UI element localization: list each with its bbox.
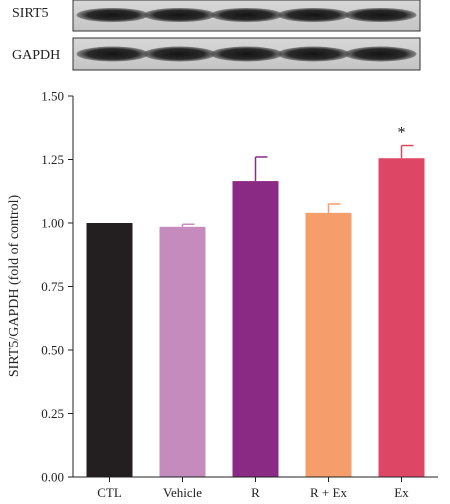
y-tick-label: 1.25 [41, 152, 64, 167]
y-tick-label: 0.75 [41, 279, 64, 294]
annotations: * [398, 125, 406, 142]
blot-band [210, 46, 283, 62]
error-bar [254, 156, 268, 182]
y-tick-label: 0.00 [41, 470, 64, 485]
bar [378, 158, 425, 478]
y-axis: 0.00 0.25 0.50 0.75 1.00 1.25 1.50 [41, 89, 74, 485]
blot-band [143, 46, 216, 62]
blot-band [344, 46, 417, 62]
y-axis-title: SIRT5/GAPDH (fold of control) [7, 195, 22, 378]
y-tick-label: 0.25 [41, 406, 64, 421]
x-tick-label: R [251, 485, 260, 500]
significance-marker: * [398, 125, 406, 142]
y-tick-label: 1.50 [41, 89, 64, 104]
error-bar [400, 144, 414, 159]
bar [232, 181, 279, 477]
error-bar [181, 223, 195, 227]
blot-band [76, 46, 149, 62]
blot-bands-gapdh [76, 46, 417, 62]
blot-band [210, 8, 283, 22]
error-bars [181, 144, 414, 227]
bar [86, 223, 133, 477]
blot-band [344, 8, 417, 22]
blot-band [277, 46, 350, 62]
bar [305, 212, 352, 477]
blot-label-sirt5: SIRT5 [12, 6, 49, 21]
x-tick-label: R + Ex [310, 485, 347, 500]
x-axis: CTL Vehicle R R + Ex Ex [73, 476, 438, 500]
x-tick-label: Ex [394, 485, 409, 500]
blot-bands-sirt5 [76, 8, 417, 22]
blot-label-gapdh: GAPDH [12, 48, 60, 63]
x-tick-label: CTL [97, 485, 122, 500]
y-tick-label: 0.50 [41, 343, 64, 358]
bar [159, 226, 206, 477]
error-bar [327, 203, 341, 213]
bars [86, 158, 425, 478]
blot-band [76, 8, 149, 22]
bar-chart: SIRT5/GAPDH (fold of control) * 0.00 0.25… [7, 89, 438, 500]
blot-band [143, 8, 216, 22]
y-tick-label: 1.00 [41, 216, 64, 231]
western-blot: SIRT5 GAPDH [12, 0, 421, 71]
blot-band [277, 8, 350, 22]
x-tick-label: Vehicle [163, 485, 202, 500]
